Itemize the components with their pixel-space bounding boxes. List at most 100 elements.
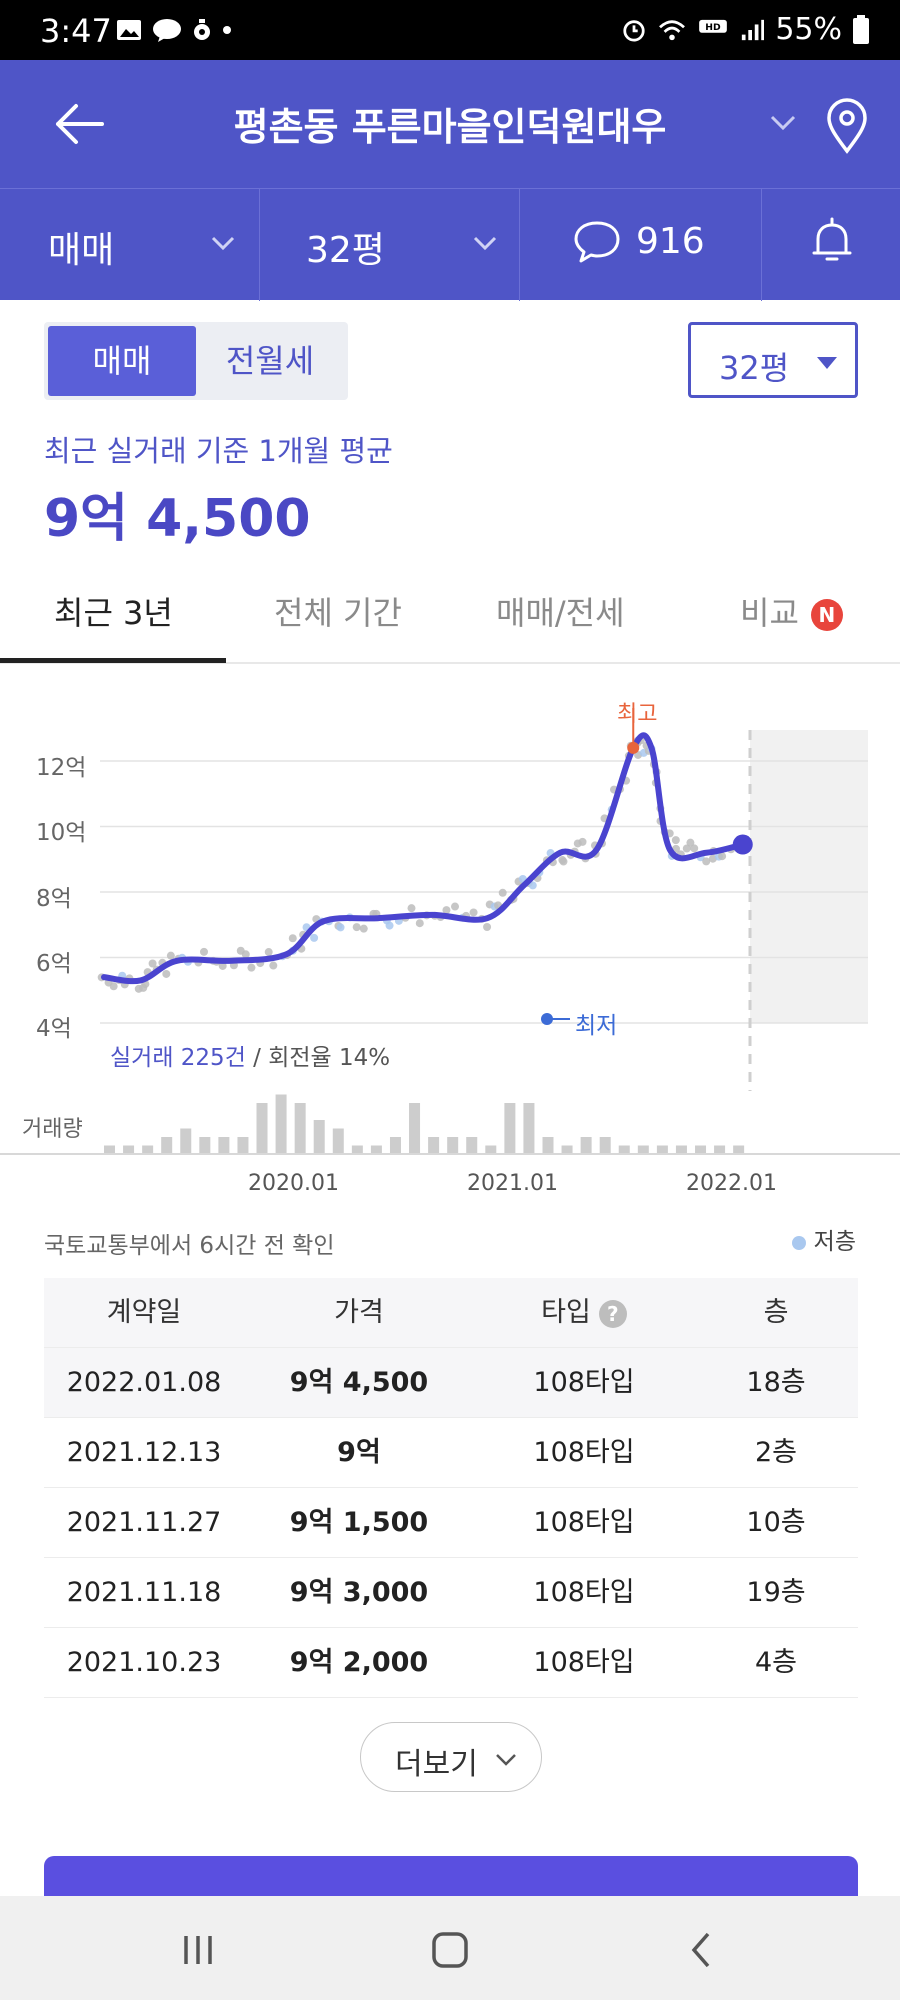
deal-segment-control: 매매 전월세 — [44, 322, 348, 400]
size-filter[interactable]: 32평 — [260, 189, 520, 301]
trend-line — [101, 732, 746, 985]
filter-bar: 매매 32평 916 — [0, 188, 900, 301]
volume-bar — [447, 1137, 459, 1154]
trade-point — [718, 852, 727, 861]
table-row[interactable]: 2021.11.27 9억 1,500 108타입 10층 — [44, 1488, 858, 1558]
volume-bar — [580, 1137, 592, 1154]
trade-point — [415, 919, 424, 928]
tab-label: 최근 3년 — [54, 594, 173, 632]
size-dropdown[interactable]: 32평 — [688, 322, 858, 398]
trade-count: 실거래 225건 — [110, 1045, 246, 1071]
trade-point — [336, 923, 345, 932]
header-type-label: 타입 — [541, 1297, 591, 1328]
deal-type-filter[interactable]: 매매 — [0, 189, 260, 301]
row-floor: 18층 — [746, 1367, 806, 1398]
volume-bar — [180, 1128, 192, 1154]
trade-point — [166, 951, 175, 960]
turnover-rate: 회전율 14% — [268, 1045, 391, 1071]
battery-icon — [853, 14, 869, 44]
row-type: 108타입 — [533, 1507, 635, 1538]
notification-icons — [116, 18, 232, 42]
trade-point — [247, 963, 256, 972]
notification-button[interactable] — [762, 189, 900, 301]
future-region — [750, 730, 868, 1023]
trade-point — [359, 924, 368, 933]
location-pin-icon[interactable] — [824, 98, 870, 154]
y-tick-label: 4억 — [36, 1016, 72, 1042]
y-tick-label: 8억 — [36, 886, 72, 912]
bottom-cta-button[interactable] — [44, 1856, 858, 1896]
row-type: 108타입 — [533, 1367, 635, 1398]
gallery-icon — [117, 20, 141, 40]
wifi-icon — [659, 19, 686, 40]
volume-bar — [104, 1145, 115, 1154]
volume-bar — [389, 1137, 401, 1154]
trade-point — [559, 857, 568, 866]
trade-point — [708, 854, 717, 863]
caret-down-icon — [817, 357, 837, 369]
volume-bar — [733, 1145, 745, 1154]
legend-dot — [791, 1235, 806, 1250]
volume-bar — [618, 1145, 630, 1154]
table-row[interactable]: 2021.10.23 9억 2,000 108타입 4층 — [44, 1628, 858, 1698]
table-row[interactable]: 2021.12.13 9억 108타입 2층 — [44, 1418, 858, 1488]
row-floor: 10층 — [746, 1507, 806, 1538]
volume-bar — [313, 1120, 325, 1154]
row-floor: 19층 — [746, 1577, 806, 1608]
legend-label: 저층 — [813, 1229, 856, 1255]
tab-sale-lease[interactable]: 매매/전세 — [496, 588, 625, 634]
y-tick-label: 12억 — [36, 755, 87, 781]
row-date: 2021.12.13 — [66, 1437, 222, 1468]
volume-bar — [714, 1145, 726, 1154]
back-nav-icon[interactable] — [682, 1930, 722, 1970]
table-row[interactable]: 2021.11.18 9억 3,000 108타입 19층 — [44, 1558, 858, 1628]
trade-point — [578, 837, 587, 846]
tab-label: 매매/전세 — [496, 594, 625, 632]
comments-button[interactable]: 916 — [520, 189, 762, 301]
chevron-down-icon[interactable] — [768, 110, 798, 134]
row-price: 9억 3,000 — [289, 1577, 429, 1608]
deal-type-label: 매매 — [48, 230, 115, 271]
volume-bar — [237, 1137, 249, 1154]
tab-all-period[interactable]: 전체 기간 — [274, 588, 402, 634]
size-dropdown-label: 32평 — [719, 349, 790, 387]
back-arrow-icon[interactable] — [52, 100, 106, 148]
volume-bar — [523, 1103, 535, 1154]
trade-point — [264, 948, 273, 957]
chevron-down-icon — [473, 236, 497, 251]
min-marker-label: 최저 — [575, 1013, 618, 1039]
more-button[interactable]: 더보기 — [360, 1722, 542, 1792]
app-header: 평촌동 푸른마을인덕원대우 — [0, 60, 900, 188]
tab-recent-3y[interactable]: 최근 3년 — [54, 588, 173, 634]
trade-point — [109, 982, 118, 991]
average-caption: 최근 실거래 기준 1개월 평균 — [44, 434, 393, 468]
volume-bar — [599, 1137, 611, 1154]
volume-bar — [485, 1145, 497, 1154]
trade-point — [469, 908, 478, 917]
trade-point — [451, 902, 460, 911]
volume-bar — [351, 1145, 363, 1154]
recent-apps-icon[interactable] — [178, 1930, 218, 1970]
segment-sale[interactable]: 매매 — [48, 326, 196, 396]
row-floor: 2층 — [754, 1437, 798, 1468]
volume-bar — [542, 1137, 554, 1154]
help-icon[interactable]: ? — [598, 1299, 627, 1328]
home-icon[interactable] — [430, 1930, 470, 1970]
header-date: 계약일 — [106, 1297, 182, 1328]
segment-rent[interactable]: 전월세 — [225, 342, 315, 380]
row-price: 9억 4,500 — [289, 1367, 429, 1398]
volume-bar — [275, 1094, 287, 1154]
hd-voice-icon: HD — [699, 19, 728, 33]
new-badge: N — [810, 599, 843, 631]
latest-point — [732, 834, 753, 855]
trade-point — [288, 934, 297, 943]
trade-point — [528, 881, 537, 890]
tab-compare[interactable]: 비교 N — [740, 588, 843, 634]
max-marker-dot — [627, 741, 640, 754]
volume-bar — [637, 1145, 649, 1154]
header-floor: 층 — [763, 1297, 789, 1328]
signal-icon — [742, 19, 765, 40]
complex-title[interactable]: 평촌동 푸른마을인덕원대우 — [233, 105, 667, 149]
table-row[interactable]: 2022.01.08 9억 4,500 108타입 18층 — [44, 1348, 858, 1418]
price-chart[interactable]: 12억 10억 8억 6억 4억 최고 최저 실거래 225건 / 회전율 14… — [0, 666, 900, 1206]
